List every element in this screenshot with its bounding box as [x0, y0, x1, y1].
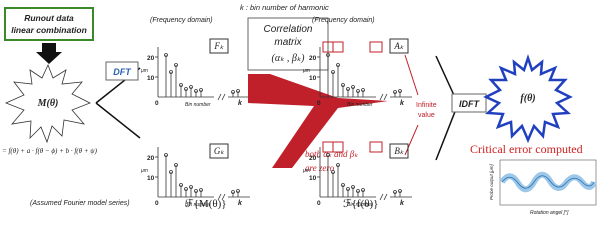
tick: 0 [155, 100, 159, 107]
tick: 10 [309, 175, 317, 182]
mini-x-label: Rotation angel [°] [530, 210, 569, 216]
label-box [209, 143, 229, 159]
tick: 10 [147, 75, 155, 82]
label-box [389, 143, 409, 159]
result: Critical error computed [470, 142, 583, 156]
caption: (Assumed Fourier model series) [30, 200, 130, 207]
tick: 0 [317, 200, 321, 207]
tick: 0 [155, 200, 159, 207]
domain-label: (Frequency domain) [312, 17, 375, 24]
condition: both αₖ and βₖ [305, 149, 358, 159]
input-text: Runout data [24, 13, 74, 23]
formula: = f(θ) + a · f(θ − ϕ) + b · f(θ + ψ) [2, 147, 98, 155]
transform: ℱ{M(θ)} [185, 198, 227, 210]
x-end: k [400, 100, 405, 107]
plot-label: Fₖ [213, 41, 223, 51]
left-axes: 20 10 0 μm Bin number k 20 10 0 μm Bin n… [140, 55, 243, 208]
label-box [209, 38, 229, 54]
model-shape [4, 63, 91, 144]
tick: 10 [147, 175, 155, 182]
mini-y-label: Probe output [μm] [489, 164, 494, 200]
tick: 20 [309, 155, 317, 162]
output-label: f(θ) [520, 93, 535, 104]
plot-label: Aₖ [393, 41, 403, 51]
red-arrow [248, 74, 388, 168]
tick: 20 [147, 55, 155, 62]
idft-label: IDFT [459, 99, 480, 109]
matrix-pair: (αₖ , βₖ) [272, 53, 306, 64]
matrix-title: Correlation [264, 24, 313, 35]
output-shape [483, 54, 573, 144]
matrix-title: matrix [274, 37, 302, 48]
tick: 0 [317, 100, 321, 107]
input-box [4, 7, 94, 41]
label-box [389, 38, 409, 54]
x-end: k [400, 200, 405, 207]
model-label: M(θ) [37, 98, 59, 109]
annotation: value [418, 112, 435, 119]
right-axes: 20 10 0 μm Bin number k 20 10 0 μm Bin n… [302, 55, 405, 208]
condition: If, [302, 131, 314, 143]
x-label: Bin number [185, 102, 211, 108]
x-label: Bin number [185, 202, 211, 208]
unit: μm [140, 68, 148, 74]
spectrum [154, 46, 251, 101]
idft-box [451, 93, 487, 113]
unit: μm [140, 168, 148, 174]
tick: 20 [309, 55, 317, 62]
unit: μm [302, 68, 310, 74]
x-label: Bin number [347, 102, 373, 108]
spectrum [316, 46, 413, 101]
x-end: k [238, 200, 243, 207]
domain-label: (Frequency domain) [150, 17, 213, 24]
plot-label: Bₖ [394, 146, 403, 156]
x-end: k [238, 100, 243, 107]
transform: ℱ{f(θ)} [343, 198, 378, 210]
tick: 10 [309, 75, 317, 82]
matrix-box [247, 17, 329, 71]
diagram: Runout data linear combination M(θ) = f(… [2, 3, 597, 216]
plot-label: Gₖ [214, 146, 224, 156]
x-label: Bin number [347, 202, 373, 208]
note: k : bin number of harmonic [240, 3, 329, 12]
input-text: linear combination [11, 25, 87, 35]
tick: 20 [147, 155, 155, 162]
dft-box [105, 61, 139, 81]
spectrum [154, 146, 251, 201]
down-arrow [36, 43, 62, 64]
dft-label: DFT [113, 67, 132, 77]
highlights [322, 41, 419, 156]
unit: μm [302, 168, 310, 174]
mini-line [501, 175, 595, 189]
annotation: Infinite [416, 102, 437, 109]
